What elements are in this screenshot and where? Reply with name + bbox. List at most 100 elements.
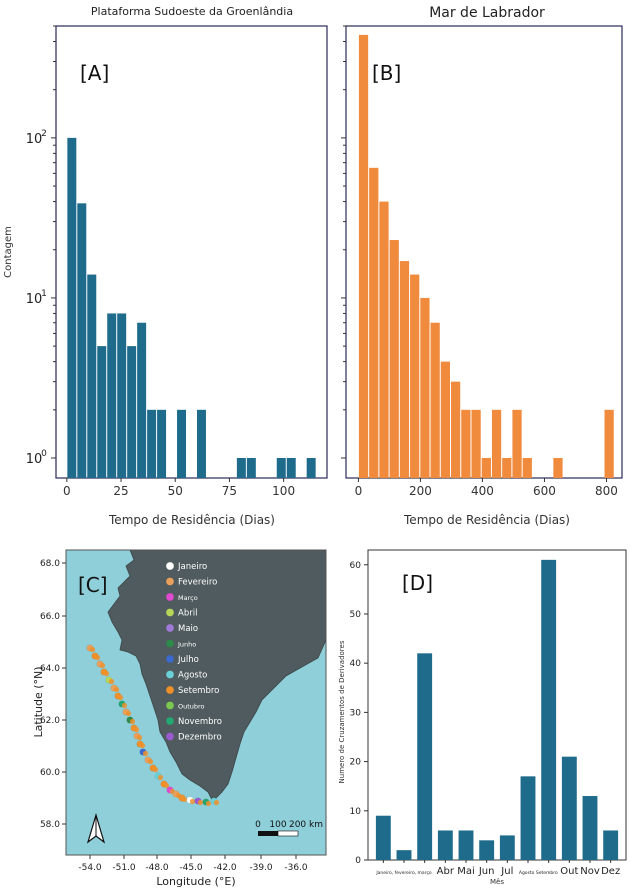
map-y-tick-label: 68.0 <box>40 559 60 569</box>
panel-d-axes: Janeiro, fevereiro, março Abr Mai Jun Jul Ago… <box>350 561 621 877</box>
panel-d-frame <box>367 549 627 861</box>
x-tick-label: 100 <box>272 484 295 498</box>
map-x-tick-label: -54.0 <box>78 863 102 873</box>
drifter-point <box>157 774 164 781</box>
panel-b-bar <box>471 409 481 478</box>
panel-a-bar <box>77 203 87 478</box>
panel-d-bar <box>520 776 536 860</box>
drifter-point <box>152 766 159 773</box>
panel-a-bar <box>87 274 97 478</box>
legend-swatch <box>165 623 175 633</box>
x-tick-label: 0 <box>63 484 71 498</box>
panel-a-bar <box>177 409 187 478</box>
panel-a-bar <box>276 458 286 478</box>
panel-d: [D] Numero de Cruzamentos de Derivadores… <box>338 549 627 886</box>
drifter-point <box>181 796 188 803</box>
panel-a-bar <box>137 322 147 478</box>
drifter-point <box>94 654 101 661</box>
scale-bar: 0 100 200 km <box>255 820 323 837</box>
panel-a-xlabel: Tempo de Residência (Dias) <box>108 513 275 527</box>
panel-a-bar <box>117 313 127 478</box>
x-tick-label: Mai <box>457 866 475 877</box>
x-tick-label: 800 <box>595 484 618 498</box>
panel-a-bar <box>306 458 316 478</box>
panel-b-xlabel: Tempo de Residência (Dias) <box>403 513 570 527</box>
panel-a-ylabel: Contagem <box>3 226 14 278</box>
drifter-point <box>113 686 120 693</box>
drifter-point <box>125 710 132 717</box>
x-tick-label: Agosto Setembro <box>519 870 558 876</box>
legend-swatch <box>165 561 175 571</box>
legend-swatch <box>165 592 175 602</box>
x-tick-label: Jun <box>478 866 495 877</box>
drifter-point <box>163 782 170 789</box>
panel-d-bar <box>396 850 412 860</box>
panel-d-xlabel: Mês <box>490 878 504 886</box>
drifter-point <box>129 718 136 725</box>
legend-label: Setembro <box>178 686 219 696</box>
legend-swatch <box>165 670 175 679</box>
legend-swatch <box>165 577 175 586</box>
map-y-tick-label: 64.0 <box>40 664 60 674</box>
drifter-point <box>108 678 115 685</box>
drifter-point <box>99 662 106 669</box>
drifter-point <box>142 750 149 757</box>
legend-swatch <box>165 716 175 726</box>
map-y-tick-label: 62.0 <box>40 716 60 726</box>
panel-b-bar <box>379 201 389 478</box>
legend-swatch <box>165 701 175 710</box>
panel-a-label: [A] <box>80 61 109 85</box>
greenland-land <box>107 550 326 801</box>
map-x-tick-label: -36.0 <box>284 863 308 873</box>
panel-a-bar <box>107 313 117 478</box>
panel-d-bar <box>437 830 453 860</box>
panel-a-bar <box>127 346 137 478</box>
y-tick-label: 10 <box>26 292 43 307</box>
legend-swatch <box>165 685 175 695</box>
panel-a-frame <box>55 25 328 479</box>
drifter-point <box>136 734 143 741</box>
x-tick-label: Jul <box>500 866 513 877</box>
drifter-point <box>197 799 204 806</box>
panel-d-bars <box>375 559 619 860</box>
y-tick-label: 20 <box>350 758 362 768</box>
x-tick-label: 50 <box>168 484 183 498</box>
panel-d-bar <box>375 815 391 860</box>
panel-a: Plataforma Sudoeste da Groenlândia [A] T… <box>3 5 328 527</box>
map-x-tick-label: -45.0 <box>179 863 203 873</box>
panel-b-bar <box>430 322 440 478</box>
y-tick-label: 10 <box>26 132 43 147</box>
x-tick-label: 600 <box>533 484 556 498</box>
panel-d-bar <box>582 796 598 860</box>
y-tick-label: 60 <box>350 561 362 571</box>
panel-b-bar <box>604 409 614 478</box>
panel-a-bar <box>196 409 206 478</box>
legend-label: Janeiro <box>177 562 207 572</box>
panel-a-bar <box>246 458 256 478</box>
legend-swatch <box>165 654 175 664</box>
legend-label: Julho <box>177 655 199 665</box>
drifter-point <box>189 798 196 805</box>
panel-b-bar <box>461 409 471 478</box>
panel-d-label: [D] <box>402 571 433 595</box>
panel-a-bars <box>67 137 316 478</box>
panel-d-bar <box>417 653 433 860</box>
panel-d-bar <box>499 835 515 860</box>
scale-label-0: 0 <box>255 820 261 830</box>
map-ylabel: Latitude (°N) <box>32 666 45 737</box>
panel-b-label: [B] <box>372 61 401 85</box>
map-y-tick-label: 58.0 <box>40 820 60 830</box>
panel-c-map: [C] JaneiroFevereiroMarçoAbrilMaioJunhoJ… <box>32 549 327 888</box>
map-y-tick-label: 66.0 <box>40 612 60 622</box>
panel-b-bar <box>522 458 532 478</box>
panel-b-bar <box>420 297 430 478</box>
panel-b-bar <box>451 381 461 478</box>
panel-a-bar <box>236 458 246 478</box>
legend-label: Dezembro <box>178 733 222 743</box>
panel-d-bar <box>561 756 577 860</box>
x-tick-label: 25 <box>113 484 128 498</box>
north-arrow-icon <box>86 812 106 844</box>
x-tick-label: Nov <box>580 866 600 877</box>
map-x-tick-label: -42.0 <box>213 863 237 873</box>
